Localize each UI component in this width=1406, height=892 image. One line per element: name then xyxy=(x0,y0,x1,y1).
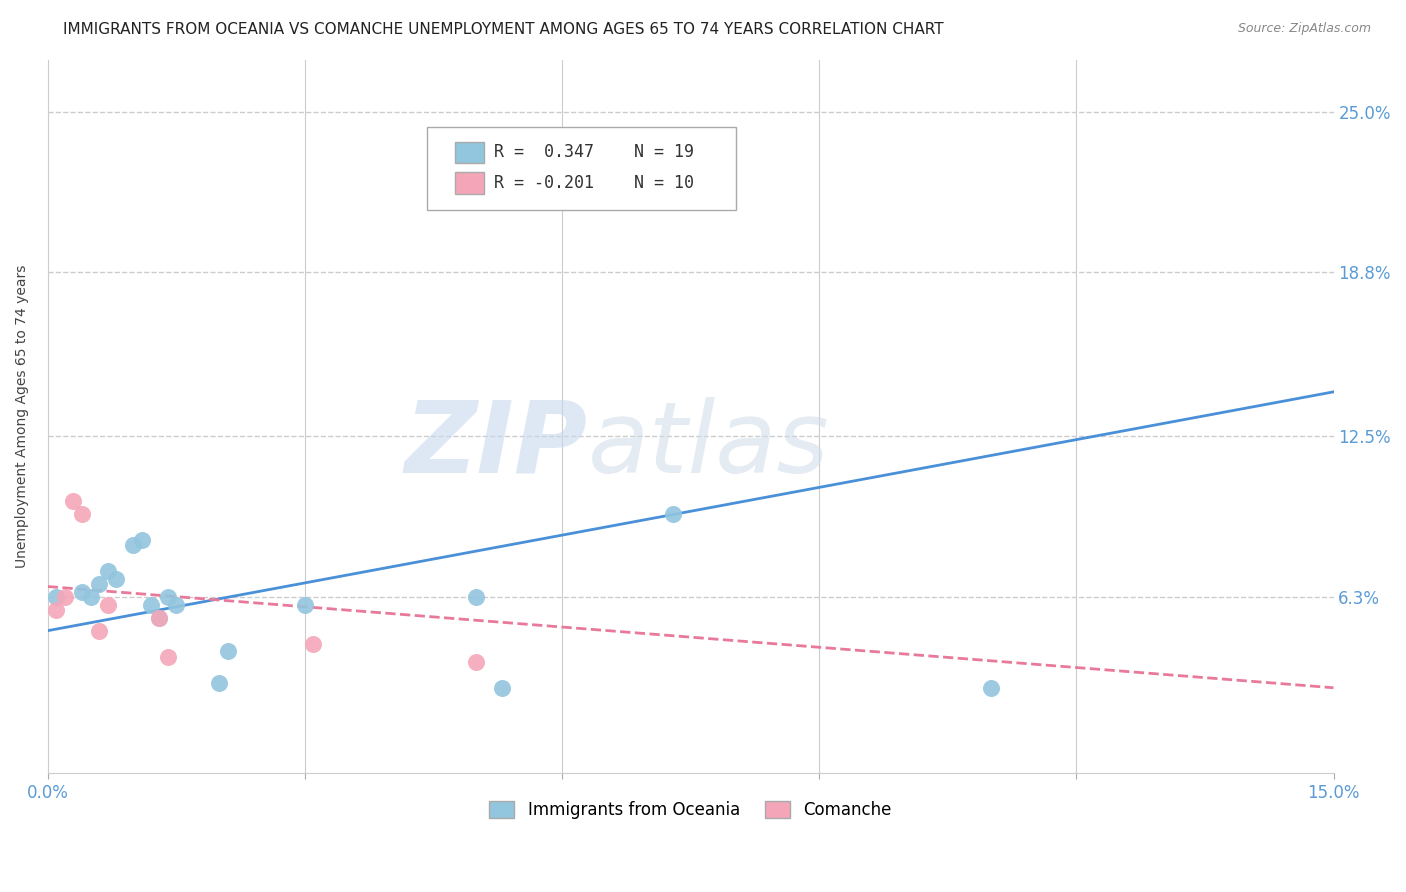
Point xyxy=(45,603,67,617)
Point xyxy=(156,590,179,604)
Point xyxy=(70,584,93,599)
Point xyxy=(45,590,67,604)
Point xyxy=(208,675,231,690)
Point xyxy=(105,572,128,586)
FancyBboxPatch shape xyxy=(456,142,484,163)
Point xyxy=(148,610,170,624)
FancyBboxPatch shape xyxy=(427,128,735,210)
Point xyxy=(465,655,488,669)
Legend: Immigrants from Oceania, Comanche: Immigrants from Oceania, Comanche xyxy=(482,794,898,826)
Point xyxy=(79,590,101,604)
Point xyxy=(217,644,239,658)
Point xyxy=(465,590,488,604)
Text: IMMIGRANTS FROM OCEANIA VS COMANCHE UNEMPLOYMENT AMONG AGES 65 TO 74 YEARS CORRE: IMMIGRANTS FROM OCEANIA VS COMANCHE UNEM… xyxy=(63,22,943,37)
Point xyxy=(97,564,120,578)
Text: R =  0.347    N = 19: R = 0.347 N = 19 xyxy=(494,144,695,161)
Point xyxy=(165,598,187,612)
Point xyxy=(53,590,76,604)
Point xyxy=(302,637,325,651)
Text: ZIP: ZIP xyxy=(405,397,588,493)
Point xyxy=(491,681,513,695)
Text: Source: ZipAtlas.com: Source: ZipAtlas.com xyxy=(1237,22,1371,36)
Point xyxy=(156,649,179,664)
Point xyxy=(662,507,685,521)
FancyBboxPatch shape xyxy=(456,172,484,194)
Point xyxy=(97,598,120,612)
Y-axis label: Unemployment Among Ages 65 to 74 years: Unemployment Among Ages 65 to 74 years xyxy=(15,265,30,568)
Point xyxy=(89,624,111,638)
Point xyxy=(131,533,153,547)
Point xyxy=(294,598,316,612)
Text: R = -0.201    N = 10: R = -0.201 N = 10 xyxy=(494,174,695,192)
Text: atlas: atlas xyxy=(588,397,830,493)
Point xyxy=(70,507,93,521)
Point xyxy=(62,494,84,508)
Point xyxy=(139,598,162,612)
Point xyxy=(89,577,111,591)
Point xyxy=(980,681,1002,695)
Point xyxy=(122,538,145,552)
Point xyxy=(148,610,170,624)
